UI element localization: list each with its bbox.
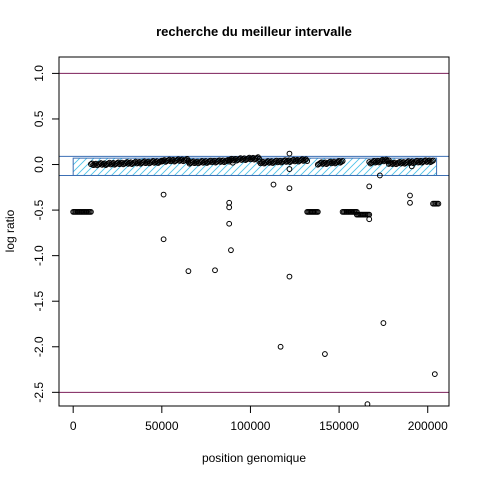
x-tick-label: 100000 [230,419,270,433]
outlier-point [322,351,328,357]
y-tick-label: -0.5 [32,199,46,220]
y-tick-label: 1.0 [32,65,46,82]
outlier-point [407,199,413,206]
outlier-point [286,273,293,280]
x-tick-label: 200000 [408,419,448,433]
outlier-point [270,181,277,188]
reference-lines [59,72,449,393]
y-tick-label: 0.0 [32,156,46,173]
data-point [314,209,321,215]
x-tick-label: 0 [70,419,77,433]
chart-title: recherche du meilleur intervalle [156,24,352,39]
data-point [430,157,436,164]
plot-frame [58,56,450,407]
x-tick-label: 50000 [145,419,179,433]
outlier-point [229,159,236,166]
outlier-point [286,150,293,157]
x-tick-label: 150000 [319,419,359,433]
outlier-point [185,268,192,275]
x-axis: 0 50000 100000 150000 200000 [70,405,448,433]
data-point [88,209,94,215]
outlier-point [226,220,233,227]
data-point [339,158,346,164]
outlier-point [364,401,371,406]
outlier-point [286,166,293,172]
y-tick-label: 0.5 [32,110,46,127]
outlier-point [408,163,415,170]
outlier-point [366,216,373,223]
y-tick-label: -2.0 [32,336,46,357]
y-tick-label: -1.5 [32,291,46,312]
plot-area [59,72,449,406]
outlier-point [376,172,383,179]
outlier-point [277,343,284,350]
outlier-point [160,236,167,243]
data-point [304,158,311,164]
outlier-point [407,192,413,199]
outlier-point [366,183,373,190]
outlier-point [228,247,234,254]
outlier-point [226,204,233,211]
y-tick-label: -1.0 [32,245,46,266]
outlier-point [212,267,218,274]
outlier-point [431,371,438,378]
y-axis-label: log ratio [3,209,17,252]
outlier-point [286,185,293,192]
data-point [382,157,388,164]
data-points [70,150,442,406]
data-point [435,200,442,207]
y-axis: 1.0 0.5 0.0 -0.5 -1.0 -1.5 -2.0 -2.5 [32,65,60,403]
outlier-point [380,320,387,326]
y-tick-label: -2.5 [32,382,46,403]
x-axis-label: position genomique [202,451,306,465]
outlier-point [160,191,167,198]
